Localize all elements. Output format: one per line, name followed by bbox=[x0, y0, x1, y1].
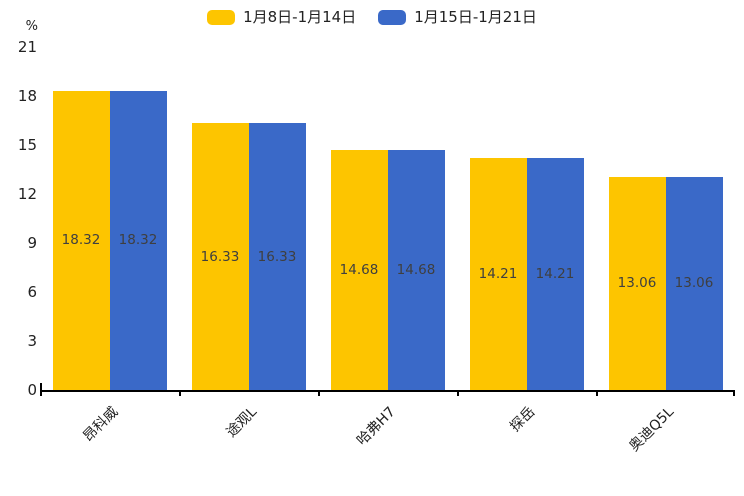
bar: 18.32 bbox=[109, 90, 167, 390]
bar-value-label: 18.32 bbox=[118, 232, 158, 249]
bar-value-label: 14.21 bbox=[535, 265, 575, 282]
bar: 16.33 bbox=[191, 123, 249, 390]
bar: 14.21 bbox=[469, 157, 527, 390]
y-tick-label: 21 bbox=[17, 38, 37, 56]
x-category-label: 途观L bbox=[223, 404, 260, 441]
bar: 14.68 bbox=[387, 150, 445, 390]
x-axis-tick bbox=[179, 390, 181, 396]
x-axis-tick bbox=[733, 390, 735, 396]
x-category-label: 奥迪Q5L bbox=[626, 404, 677, 455]
plot-area: 18.32 18.32 16.33 16.33 14.68 14.68 14.21 14.21… bbox=[40, 47, 735, 396]
bar: 18.32 bbox=[52, 90, 110, 390]
x-axis-tick bbox=[40, 390, 42, 396]
y-tick-label: 0 bbox=[27, 381, 37, 399]
chart-legend: 1月8日-1月14日 1月15日-1月21日 bbox=[0, 8, 744, 26]
bar-value-label: 16.33 bbox=[257, 248, 297, 265]
bar-group: 14.21 14.21 bbox=[457, 157, 596, 390]
y-tick-label: 18 bbox=[17, 87, 37, 105]
x-axis-tick bbox=[596, 390, 598, 396]
bar-group: 16.33 16.33 bbox=[179, 123, 318, 390]
x-category-label: 哈弗H7 bbox=[353, 404, 399, 449]
bar-value-label: 18.32 bbox=[61, 232, 101, 249]
bar: 16.33 bbox=[248, 123, 306, 390]
y-axis-unit-label: % bbox=[25, 19, 38, 34]
bar-value-label: 14.68 bbox=[339, 262, 379, 279]
bar: 14.21 bbox=[526, 157, 584, 390]
legend-swatch bbox=[207, 9, 236, 25]
bar-group: 14.68 14.68 bbox=[318, 150, 457, 390]
legend-label: 1月15日-1月21日 bbox=[414, 8, 537, 26]
x-category-label: 探岳 bbox=[506, 404, 538, 436]
bar-value-label: 16.33 bbox=[200, 248, 240, 265]
bar: 13.06 bbox=[608, 176, 666, 390]
y-axis-zero-tick bbox=[40, 383, 42, 390]
y-tick-label: 6 bbox=[27, 283, 37, 301]
bar-value-label: 14.21 bbox=[478, 265, 518, 282]
bar: 14.68 bbox=[330, 150, 388, 390]
y-tick-label: 15 bbox=[17, 136, 37, 154]
x-category-label: 昂科威 bbox=[79, 404, 121, 446]
legend-label: 1月8日-1月14日 bbox=[243, 8, 357, 26]
x-axis-line bbox=[40, 390, 735, 392]
bar-value-label: 13.06 bbox=[617, 275, 657, 292]
y-tick-label: 9 bbox=[27, 234, 37, 252]
legend-item-series-2[interactable]: 1月15日-1月21日 bbox=[378, 8, 537, 26]
bar-value-label: 13.06 bbox=[674, 275, 714, 292]
x-axis-tick bbox=[457, 390, 459, 396]
bar: 13.06 bbox=[665, 176, 723, 390]
x-axis-tick bbox=[318, 390, 320, 396]
legend-swatch bbox=[378, 9, 407, 25]
bar-group: 18.32 18.32 bbox=[40, 90, 179, 390]
y-tick-label: 3 bbox=[27, 332, 37, 350]
legend-item-series-1[interactable]: 1月8日-1月14日 bbox=[207, 8, 356, 26]
x-axis-category-labels: 昂科威 途观L 哈弗H7 探岳 奥迪Q5L bbox=[40, 398, 735, 488]
bar-group: 13.06 13.06 bbox=[596, 176, 735, 390]
bar-value-label: 14.68 bbox=[396, 262, 436, 279]
y-tick-label: 12 bbox=[17, 185, 37, 203]
